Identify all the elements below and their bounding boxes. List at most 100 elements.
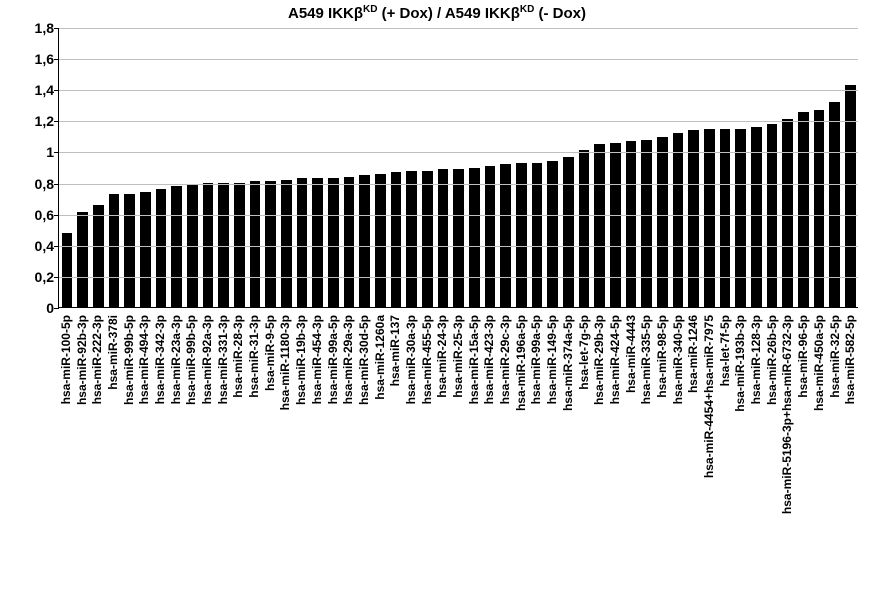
bar bbox=[720, 129, 731, 307]
bar bbox=[751, 127, 762, 307]
y-tick-label: 1,8 bbox=[4, 20, 54, 36]
x-label-slot: hsa-miR-5196-3p+hsa-miR-6732-3p bbox=[780, 310, 796, 600]
title-sup1: KD bbox=[363, 4, 377, 15]
x-tick-label: hsa-miR-30d-5p bbox=[357, 315, 371, 405]
bar bbox=[77, 212, 88, 307]
bar-slot bbox=[216, 28, 232, 307]
x-tick-label: hsa-miR-1180-3p bbox=[278, 315, 292, 410]
bars-row bbox=[59, 28, 858, 307]
x-tick-label: hsa-miR-99b-5p bbox=[184, 315, 198, 405]
x-tick-label: hsa-miR-100-5p bbox=[59, 315, 73, 404]
x-label-slot: hsa-miR-32-5p bbox=[827, 310, 843, 600]
x-tick-label: hsa-miR-92b-3p bbox=[75, 315, 89, 405]
bar-slot bbox=[263, 28, 279, 307]
bar bbox=[657, 137, 668, 308]
x-tick-label: hsa-let-7f-5p bbox=[718, 315, 732, 386]
x-tick-label: hsa-miR-15a-5p bbox=[467, 315, 481, 404]
bar bbox=[359, 175, 370, 307]
bar bbox=[265, 181, 276, 307]
plot-area bbox=[58, 28, 858, 308]
bar bbox=[782, 119, 793, 307]
y-tick-label: 1,2 bbox=[4, 113, 54, 129]
bar bbox=[93, 205, 104, 307]
x-tick-label: hsa-miR-193b-3p bbox=[733, 315, 747, 412]
x-label-slot: hsa-miR-28-3p bbox=[231, 310, 247, 600]
bar bbox=[328, 178, 339, 307]
x-label-slot: hsa-miR-26b-5p bbox=[764, 310, 780, 600]
bar-slot bbox=[451, 28, 467, 307]
bar-slot bbox=[184, 28, 200, 307]
x-label-slot: hsa-miR-4454+hsa-miR-7975 bbox=[701, 310, 717, 600]
x-tick-label: hsa-miR-26b-5p bbox=[765, 315, 779, 405]
y-tick-label: 0,6 bbox=[4, 207, 54, 223]
x-tick-label: hsa-miR-374a-5p bbox=[561, 315, 575, 411]
chart-title: A549 IKKβKD (+ Dox) / A549 IKKβKD (- Dox… bbox=[0, 4, 874, 22]
x-tick-label: hsa-miR-24-3p bbox=[435, 315, 449, 398]
bar bbox=[156, 189, 167, 307]
x-label-slot: hsa-let-7f-5p bbox=[717, 310, 733, 600]
x-tick-label: hsa-miR-99b-5p bbox=[122, 315, 136, 405]
x-tick-label: hsa-miR-29c-3p bbox=[498, 315, 512, 404]
bar bbox=[641, 140, 652, 307]
bar-slot bbox=[404, 28, 420, 307]
x-tick-label: hsa-miR-1246 bbox=[686, 315, 700, 393]
x-tick-label: hsa-miR-5196-3p+hsa-miR-6732-3p bbox=[780, 315, 794, 514]
x-label-slot: hsa-miR-15a-5p bbox=[466, 310, 482, 600]
gridline bbox=[59, 184, 858, 185]
bar-slot bbox=[686, 28, 702, 307]
x-tick-label: hsa-miR-455-5p bbox=[420, 315, 434, 404]
bar bbox=[594, 144, 605, 307]
x-tick-label: hsa-miR-29a-3p bbox=[341, 315, 355, 404]
bar bbox=[406, 171, 417, 307]
x-tick-label: hsa-miR-196a-5p bbox=[514, 315, 528, 411]
x-label-slot: hsa-miR-374a-5p bbox=[560, 310, 576, 600]
gridline bbox=[59, 152, 858, 153]
title-part3: (- Dox) bbox=[534, 5, 586, 22]
x-tick-label: hsa-miR-423-3p bbox=[482, 315, 496, 404]
x-label-slot: hsa-let-7g-5p bbox=[576, 310, 592, 600]
y-tick-mark bbox=[54, 59, 59, 60]
bar-slot bbox=[608, 28, 624, 307]
x-tick-label: hsa-miR-99a-5p bbox=[529, 315, 543, 404]
y-tick-mark bbox=[54, 308, 59, 309]
bar bbox=[610, 143, 621, 307]
bar bbox=[845, 85, 856, 307]
bar-slot bbox=[372, 28, 388, 307]
bar-slot bbox=[670, 28, 686, 307]
x-label-slot: hsa-miR-222-3p bbox=[89, 310, 105, 600]
x-tick-label: hsa-miR-98-5p bbox=[655, 315, 669, 398]
x-tick-label: hsa-miR-9-5p bbox=[263, 315, 277, 391]
x-tick-label: hsa-miR-4454+hsa-miR-7975 bbox=[702, 315, 716, 478]
bar-slot bbox=[341, 28, 357, 307]
x-tick-label: hsa-miR-331-3p bbox=[216, 315, 230, 404]
bar-slot bbox=[466, 28, 482, 307]
x-tick-label: hsa-miR-582-5p bbox=[843, 315, 857, 404]
title-part1: A549 IKKβ bbox=[288, 5, 363, 22]
x-tick-label: hsa-miR-494-3p bbox=[137, 315, 151, 404]
bar-slot bbox=[655, 28, 671, 307]
y-tick-label: 0,2 bbox=[4, 269, 54, 285]
bar bbox=[563, 157, 574, 307]
x-label-slot: hsa-miR-29c-3p bbox=[497, 310, 513, 600]
x-label-slot: hsa-miR-30d-5p bbox=[356, 310, 372, 600]
bar-slot bbox=[623, 28, 639, 307]
bar bbox=[312, 178, 323, 307]
y-tick-mark bbox=[54, 28, 59, 29]
bar bbox=[422, 171, 433, 307]
title-sup2: KD bbox=[520, 4, 534, 15]
y-tick-mark bbox=[54, 215, 59, 216]
x-tick-label: hsa-miR-1260a bbox=[373, 315, 387, 400]
x-tick-label: hsa-miR-335-5p bbox=[639, 315, 653, 404]
y-tick-label: 1 bbox=[4, 144, 54, 160]
x-label-slot: hsa-miR-450a-5p bbox=[811, 310, 827, 600]
x-tick-label: hsa-miR-4443 bbox=[624, 315, 638, 393]
bar-slot bbox=[702, 28, 718, 307]
bar-slot bbox=[419, 28, 435, 307]
x-tick-label: hsa-miR-92a-3p bbox=[200, 315, 214, 404]
bar-slot bbox=[717, 28, 733, 307]
x-tick-label: hsa-miR-30a-3p bbox=[404, 315, 418, 404]
x-label-slot: hsa-miR-149-5p bbox=[544, 310, 560, 600]
x-label-slot: hsa-miR-99a-5p bbox=[325, 310, 341, 600]
bar-slot bbox=[294, 28, 310, 307]
bar-slot bbox=[513, 28, 529, 307]
